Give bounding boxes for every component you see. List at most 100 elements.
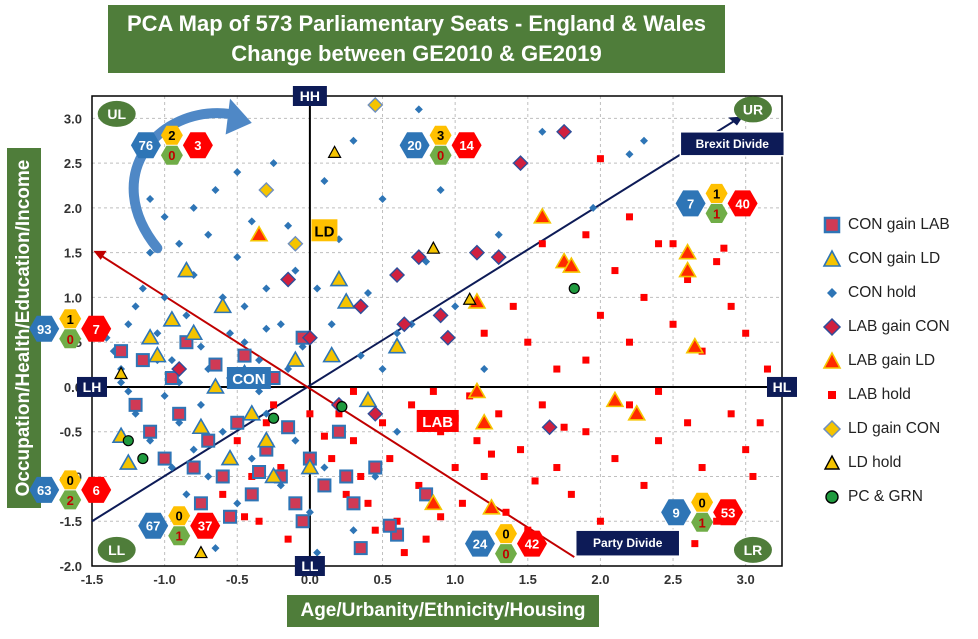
con-hold-point (233, 253, 242, 262)
con-hold-point (356, 351, 365, 360)
lab-gain-ld-point (605, 390, 625, 408)
con-gain-lab-point (419, 487, 434, 502)
con-hold-point (291, 266, 300, 275)
con-gain-lab-point (164, 371, 179, 385)
lab-hold-point (669, 320, 677, 328)
lab-hold-point (698, 464, 706, 472)
ld-hold-point (114, 366, 129, 380)
lab-hold-point (451, 464, 459, 472)
lab-gain-ld-point (474, 413, 494, 430)
lab-hold-point (255, 517, 263, 525)
lab-hold-point (611, 455, 619, 463)
legend-item-con-gain-ld: CON gain LD (822, 242, 950, 276)
con-hold-point (276, 320, 285, 329)
con-hold-point (124, 320, 133, 329)
svg-text:37: 37 (198, 519, 212, 534)
con-gain-ld-point (256, 431, 276, 448)
lab-gain-con-point (352, 298, 369, 315)
svg-text:LD: LD (314, 223, 334, 240)
quadrant-ur: UR (733, 96, 772, 123)
con-gain-lab-point (230, 415, 245, 430)
con-hold-point (167, 356, 176, 365)
svg-text:7: 7 (93, 322, 100, 337)
lab-hold-point (328, 455, 336, 463)
legend-item-con-hold: CON hold (822, 276, 950, 310)
x-tick-label: 0.5 (373, 572, 391, 587)
lab-hold-point (502, 508, 510, 516)
lab-hold-point (538, 401, 546, 409)
lab-hold-point (604, 549, 612, 557)
con-gain-ld-point (300, 457, 320, 475)
lab-hold-point (284, 535, 292, 543)
con-hold-point (320, 177, 329, 186)
lab-hold-point (625, 338, 633, 346)
con-hold-point (313, 548, 322, 557)
lab-hold-point (567, 490, 575, 498)
y-tick-label: 1.5 (64, 246, 82, 261)
lab-gain-ld-point (561, 256, 581, 273)
zone-count-ur: 7 40 1 1 (675, 183, 758, 223)
lab-hold-point (611, 267, 619, 275)
legend-label: CON gain LAB (848, 216, 950, 233)
zone-count-uh: 20 14 3 0 (399, 125, 482, 165)
con-hold-point (211, 186, 220, 194)
con-hold-point (334, 400, 343, 409)
lab-hold-point (669, 499, 677, 507)
axis-label-hl: HL (767, 376, 797, 397)
lab-hold-point (422, 535, 430, 543)
lab-hold-point (582, 428, 590, 436)
quadrant-ll: LL (97, 536, 136, 563)
lab-hold-point (684, 419, 692, 427)
con-hold-point (407, 320, 416, 329)
con-hold-point (160, 293, 169, 302)
con-hold-point (378, 194, 387, 203)
con-hold-point (182, 490, 191, 499)
lab-hold-point (640, 481, 648, 489)
con-gain-lab-point (237, 348, 252, 363)
con-gain-lab-point (259, 442, 274, 457)
svg-text:CON: CON (232, 371, 265, 388)
legend-marker-icon (822, 419, 842, 439)
con-hold-point (320, 463, 329, 472)
con-hold-point (262, 324, 271, 333)
lab-hold-point (480, 472, 488, 480)
svg-text:1: 1 (176, 529, 183, 544)
lab-hold-point (349, 437, 357, 445)
zone-count-ml: 93 710 (29, 309, 112, 349)
lab-hold-point (437, 428, 445, 436)
svg-text:67: 67 (146, 519, 160, 534)
x-axis-label: Age/Urbanity/Ethnicity/Housing (287, 595, 599, 627)
legend-marker-icon (825, 490, 839, 504)
svg-text:76: 76 (139, 138, 153, 153)
series-con_gain_ld (111, 260, 407, 484)
con-hold-point (465, 141, 474, 150)
y-axis-label: Occupation/Health/Education/Income (13, 159, 34, 497)
swing-arrow-head (225, 98, 252, 135)
lab-hold-point (357, 472, 365, 480)
con-hold-point (109, 347, 118, 356)
svg-text:1: 1 (698, 515, 705, 530)
con-hold-point (255, 356, 264, 365)
con-gain-lab-point (346, 496, 361, 511)
con-gain-lab-point (252, 465, 267, 479)
svg-text:3: 3 (437, 128, 444, 143)
legend-label: LAB gain LD (848, 352, 936, 369)
lab-hold-point (538, 240, 546, 248)
lab-gain-con-point (512, 155, 529, 172)
legend-item-pc-grn: PC & GRN (822, 480, 950, 514)
con-hold-point (211, 544, 220, 553)
lab-hold-point (487, 450, 495, 458)
con-gain-ld-point (220, 448, 240, 466)
lab-hold-point (408, 401, 416, 409)
con-hold-point (255, 387, 264, 396)
con-gain-lab-point (208, 357, 223, 372)
con-hold-point (189, 203, 198, 212)
con-gain-lab-point (215, 469, 230, 484)
con-hold-point (298, 342, 307, 351)
svg-text:0: 0 (502, 527, 509, 542)
lab-gain-con-point (432, 307, 449, 324)
lab-hold-point (320, 432, 328, 440)
lab-gain-con-point (468, 244, 485, 261)
series-lab_gain_ld (249, 207, 705, 515)
con-hold-point (364, 288, 372, 297)
